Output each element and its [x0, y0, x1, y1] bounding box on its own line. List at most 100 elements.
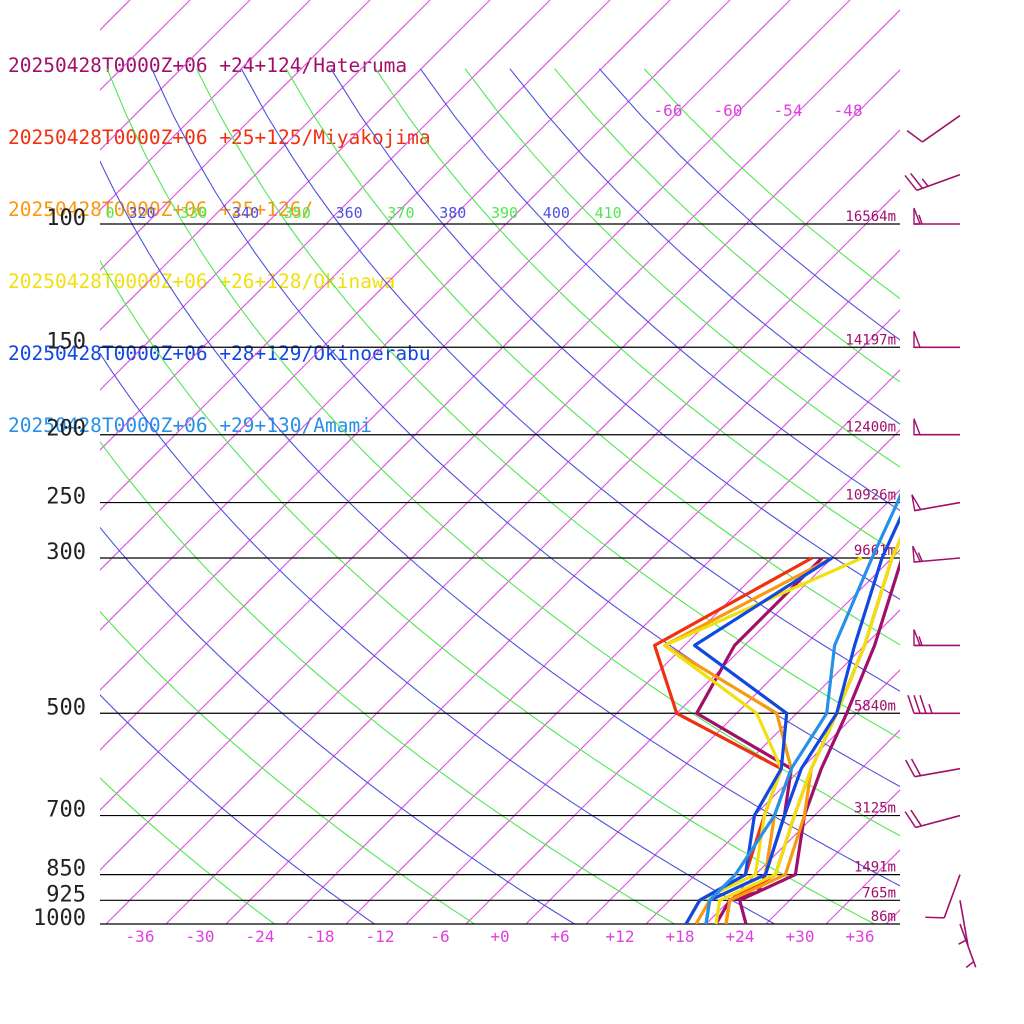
wind-barb-staff	[914, 501, 961, 512]
wind-barb	[913, 629, 960, 647]
isotherm-line	[885, 909, 900, 924]
isotherm-line	[705, 729, 900, 924]
height-label: 765m	[862, 885, 896, 901]
dry-adiabat-line	[100, 259, 876, 924]
profile-series	[652, 492, 900, 924]
wind-barb-staff	[914, 767, 961, 778]
temperature-tick-label: -18	[306, 927, 335, 946]
wind-barb-half	[921, 178, 929, 187]
isotherm-top-label: -60	[714, 101, 743, 120]
series-4-temp-line	[704, 514, 900, 924]
dry-adiabat-line	[100, 777, 276, 924]
dry-adiabat-line	[100, 352, 776, 924]
wind-barb-full	[904, 174, 918, 191]
isotherm-lines	[0, 0, 1024, 924]
isotherm-line	[100, 0, 191, 91]
theta-label: 370	[387, 204, 414, 222]
wind-barb	[925, 874, 961, 919]
theta-label: 350	[284, 204, 311, 222]
theta-label: 360	[336, 204, 363, 222]
wind-barb-full	[919, 695, 927, 714]
isotherm-line	[285, 309, 900, 924]
wind-barb-staff	[915, 814, 961, 829]
temperature-tick-label: +6	[550, 927, 569, 946]
isotherm-line	[946, 0, 1024, 924]
wind-barb-half	[917, 552, 923, 562]
temperature-tick-label: +12	[606, 927, 635, 946]
dry-adiabat-line	[106, 68, 900, 837]
legend-entry-station-3: 20250428T0000Z+06 +25+126/	[8, 198, 431, 222]
isotherm-line	[585, 609, 900, 924]
wind-barb-flag	[912, 545, 922, 563]
isotherm-line	[100, 0, 671, 571]
dry-adiabat-lines	[100, 68, 900, 924]
dry-adiabat-line	[419, 68, 900, 512]
pressure-tick-label: 500	[46, 695, 86, 720]
temperature-tick-label: -36	[126, 927, 155, 946]
dry-adiabat-line	[100, 160, 900, 887]
wind-barb-flag	[913, 207, 922, 225]
height-label: 16564m	[845, 209, 896, 225]
dry-adiabat-line	[100, 610, 476, 924]
theta-label: 320	[128, 204, 155, 222]
theta-label: 0	[105, 204, 114, 222]
wind-barb	[958, 900, 969, 946]
theta-label: 330	[180, 204, 207, 222]
isobar-lines	[100, 223, 900, 925]
wind-barb-staff	[916, 173, 961, 192]
pressure-tick-label: 1000	[33, 906, 86, 931]
wind-barb-full	[913, 695, 921, 714]
isotherm-line	[645, 669, 900, 924]
wind-barb-full	[925, 916, 945, 919]
wind-barb-half	[918, 636, 923, 646]
wind-barb	[959, 923, 977, 969]
isotherm-top-label: -54	[774, 101, 803, 120]
temperature-tick-label: +18	[666, 927, 695, 946]
wind-barb	[907, 695, 960, 715]
dry-adiabat-line	[598, 68, 900, 341]
series-3-temp-line	[714, 536, 900, 924]
isotherm-line	[825, 849, 900, 924]
wind-barb-flag	[911, 494, 922, 512]
series-0-temp-line	[738, 559, 900, 924]
wind-barb-full	[910, 172, 923, 189]
pressure-tick-label: 850	[46, 857, 86, 882]
dry-adiabat-line	[100, 694, 376, 924]
dry-adiabat-line	[100, 440, 676, 924]
isotherm-line	[345, 369, 900, 924]
isotherm-line	[100, 0, 791, 691]
dry-adiabat-line	[330, 68, 900, 601]
height-label: 86m	[871, 909, 896, 925]
theta-label: 380	[439, 204, 466, 222]
wind-barb	[905, 758, 961, 778]
isotherm-line	[100, 0, 431, 331]
wind-barb-flag	[913, 331, 922, 348]
theta-label: 400	[543, 204, 570, 222]
isotherm-line	[100, 0, 371, 271]
isotherm-line	[0, 0, 10, 924]
temperature-tick-label: +30	[786, 927, 815, 946]
legend: 20250428T0000Z+06 +24+124/Hateruma 20250…	[8, 6, 431, 462]
temperature-tick-label: +36	[846, 927, 875, 946]
temperature-tick-label: -24	[246, 927, 275, 946]
wind-barb-staff	[921, 114, 961, 143]
legend-entry-miyakojima: 20250428T0000Z+06 +25+125/Miyakojima	[8, 126, 431, 149]
wind-barb	[906, 114, 961, 143]
isotherm-line	[1006, 0, 1024, 924]
temperature-tick-label: +0	[490, 927, 509, 946]
height-label: 14197m	[845, 332, 896, 348]
isotherm-line	[100, 0, 551, 451]
height-label: 12400m	[845, 420, 896, 436]
wind-barb-full	[905, 759, 916, 778]
wind-barbs	[904, 114, 977, 969]
wind-barb-staff	[959, 900, 969, 946]
isotherm-top-label: -66	[654, 101, 683, 120]
height-label: 3125m	[854, 801, 896, 817]
temperature-tick-label: -6	[430, 927, 449, 946]
pressure-tick-label: 925	[46, 882, 86, 907]
dry-adiabat-line	[375, 68, 900, 556]
temperature-tick-label: -30	[186, 927, 215, 946]
pressure-tick-label: 300	[46, 540, 86, 565]
